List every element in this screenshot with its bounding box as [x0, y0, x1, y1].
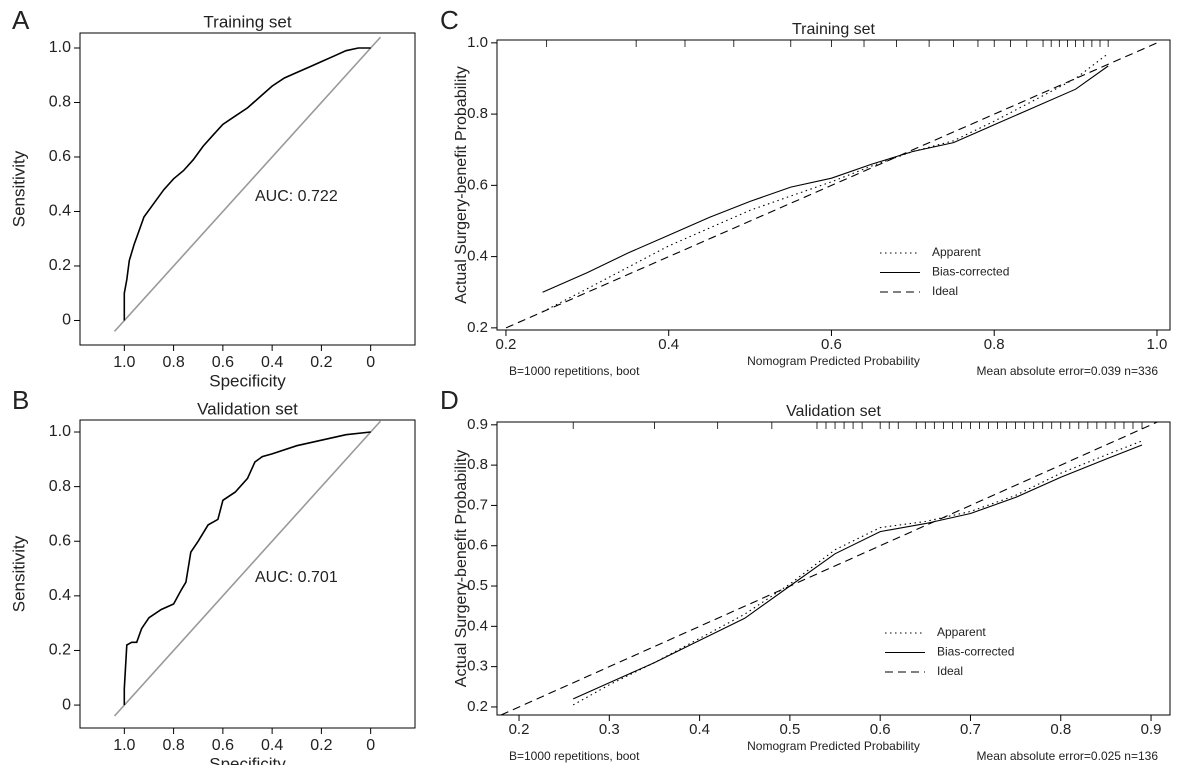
footnote: B=1000 repetitions, boot	[509, 749, 640, 763]
panel-letter: B	[12, 385, 29, 415]
x-tick-label: 0.9	[1141, 721, 1162, 738]
x-tick-label: 0.6	[870, 721, 891, 738]
x-tick-label: 0.6	[212, 354, 234, 371]
legend-label: Bias-corrected	[932, 265, 1009, 279]
y-tick-label: 0.4	[49, 203, 71, 220]
series-line	[505, 42, 1158, 329]
y-tick-label: 0.8	[49, 478, 71, 495]
panel-letter: A	[12, 5, 30, 35]
x-tick-label: 0.8	[162, 737, 184, 754]
y-tick-label: 0.4	[49, 587, 71, 604]
y-tick-label: 0.3	[467, 658, 488, 675]
x-axis-label: Nomogram Predicted Probability	[747, 354, 920, 368]
x-tick-label: 0.8	[162, 354, 184, 371]
series-line	[113, 420, 382, 717]
x-tick-label: 0.2	[310, 737, 332, 754]
x-tick-label: 0.6	[212, 737, 234, 754]
y-tick-label: 0.2	[49, 257, 71, 274]
x-axis-label: Specificity	[209, 754, 286, 765]
series-line	[500, 422, 1158, 715]
x-tick-label: 0.2	[496, 336, 517, 353]
annotation: AUC: 0.701	[255, 569, 338, 586]
x-tick-label: 0.4	[261, 737, 283, 754]
x-tick-label: 0	[366, 354, 375, 371]
chart-title: Training set	[203, 12, 291, 31]
plot-frame	[496, 421, 1171, 716]
chart-title: Validation set	[786, 403, 881, 420]
y-tick-label: 0.8	[467, 456, 488, 473]
legend-label: Ideal	[937, 664, 963, 678]
footnote: Mean absolute error=0.025 n=136	[977, 749, 1159, 763]
panel-letter: D	[440, 385, 459, 415]
y-tick-label: 0.2	[467, 319, 488, 336]
y-tick-label: 0.2	[467, 698, 488, 715]
y-tick-label: 0.4	[467, 248, 488, 265]
x-axis-label: Nomogram Predicted Probability	[747, 739, 920, 753]
footnote: B=1000 repetitions, boot	[509, 364, 640, 378]
x-tick-label: 0.4	[261, 354, 283, 371]
y-tick-label: 1.0	[49, 39, 71, 56]
series-line	[542, 65, 1109, 293]
y-axis-label: Sensitivity	[9, 150, 28, 227]
annotation: AUC: 0.722	[255, 188, 338, 205]
y-tick-label: 0.6	[467, 537, 488, 554]
series-line	[572, 440, 1143, 706]
x-tick-label: 0.3	[599, 721, 620, 738]
y-tick-label: 1.0	[467, 34, 488, 51]
y-tick-label: 0	[62, 696, 71, 713]
y-tick-label: 1.0	[49, 423, 71, 440]
legend-label: Ideal	[932, 284, 958, 298]
x-tick-label: 1.0	[1147, 336, 1168, 353]
x-tick-label: 0.8	[984, 336, 1005, 353]
chart-title: Validation set	[197, 399, 298, 418]
x-tick-label: 0.7	[960, 721, 981, 738]
x-tick-label: 0.2	[509, 721, 530, 738]
y-tick-label: 0.4	[467, 617, 488, 634]
x-tick-label: 0.5	[779, 721, 800, 738]
plot-frame	[79, 419, 416, 729]
x-tick-label: 0.4	[689, 721, 710, 738]
x-tick-label: 0.6	[821, 336, 842, 353]
x-tick-label: 1.0	[113, 354, 135, 371]
legend-label: Apparent	[937, 625, 986, 639]
y-tick-label: 0.6	[467, 176, 488, 193]
x-tick-label: 0.8	[1050, 721, 1071, 738]
series-line	[113, 36, 382, 332]
series-line	[542, 53, 1109, 313]
x-tick-label: 0.4	[658, 336, 679, 353]
y-tick-label: 0.7	[467, 496, 488, 513]
series-line	[123, 47, 371, 321]
legend-label: Apparent	[932, 245, 981, 259]
x-tick-label: 0	[366, 737, 375, 754]
series-line	[123, 431, 371, 706]
y-tick-label: 0.2	[49, 642, 71, 659]
y-tick-label: 0.8	[49, 94, 71, 111]
x-axis-label: Specificity	[209, 371, 286, 390]
footnote: Mean absolute error=0.039 n=336	[977, 364, 1159, 378]
chart-title: Training set	[792, 21, 876, 38]
y-axis-label: Actual Surgery-benefit Probability	[453, 450, 470, 687]
plot-frame	[79, 32, 416, 346]
y-tick-label: 0	[62, 312, 71, 329]
y-axis-label: Sensitivity	[9, 535, 28, 612]
y-tick-label: 0.5	[467, 577, 488, 594]
y-tick-label: 0.6	[49, 148, 71, 165]
x-tick-label: 1.0	[113, 737, 135, 754]
panel-letter: C	[440, 5, 459, 35]
x-tick-label: 0.2	[310, 354, 332, 371]
legend-label: Bias-corrected	[937, 645, 1014, 659]
y-tick-label: 0.6	[49, 532, 71, 549]
series-line	[572, 444, 1143, 700]
y-tick-label: 0.8	[467, 105, 488, 122]
y-axis-label: Actual Surgery-benefit Probability	[453, 66, 470, 303]
y-tick-label: 0.9	[467, 416, 488, 433]
